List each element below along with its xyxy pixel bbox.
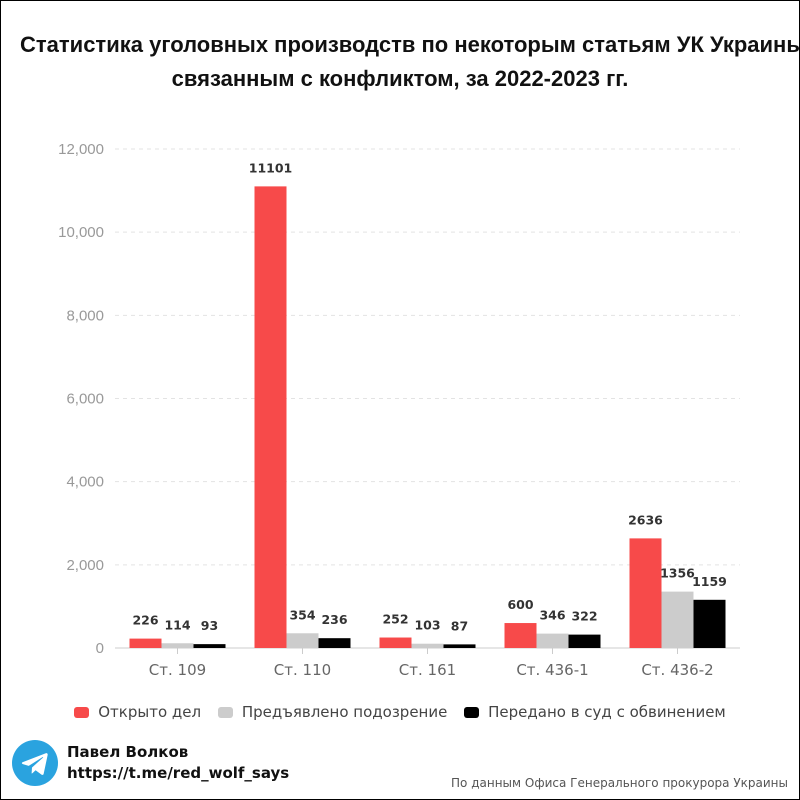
x-tick-label: Ст. 110 — [274, 661, 331, 679]
y-tick-label: 12,000 — [58, 141, 104, 158]
bar — [161, 643, 194, 648]
chart-title-line-1: Статистика уголовных производств по неко… — [20, 32, 800, 57]
bar — [629, 538, 662, 648]
y-tick-label: 10,000 — [58, 224, 104, 241]
x-tick-label: Ст. 109 — [149, 661, 206, 679]
telegram-icon — [12, 740, 58, 786]
bar — [536, 633, 569, 648]
data-label: 252 — [382, 612, 408, 627]
bar — [661, 591, 694, 648]
data-label: 354 — [289, 607, 315, 622]
author-name: Павел Волков — [67, 743, 189, 761]
data-label: 1356 — [660, 566, 695, 581]
data-label: 600 — [507, 597, 533, 612]
chart-title: Статистика уголовных производств по неко… — [20, 28, 800, 96]
data-label: 103 — [414, 618, 440, 633]
data-label: 114 — [164, 617, 190, 632]
data-label: 236 — [321, 612, 347, 627]
y-tick-label: 8,000 — [66, 307, 104, 324]
bar — [254, 186, 287, 648]
x-tick-label: Ст. 161 — [399, 661, 456, 679]
y-tick-label: 0 — [96, 640, 104, 657]
y-tick-label: 4,000 — [66, 474, 104, 491]
legend-item-suspicion: Предъявлено подозрение — [217, 703, 448, 721]
bar — [286, 633, 319, 648]
data-label: 226 — [132, 613, 158, 628]
bar — [504, 623, 537, 648]
bar — [568, 634, 601, 648]
data-label: 2636 — [628, 512, 663, 527]
legend-label-suspicion: Предъявлено подозрение — [241, 703, 448, 721]
data-label: 322 — [571, 609, 597, 624]
data-label: 93 — [201, 618, 218, 633]
legend-item-court: Передано в суд с обвинением — [464, 703, 726, 721]
legend-label-opened: Открыто дел — [98, 703, 202, 721]
bar — [411, 643, 444, 648]
legend: Открыто дел Предъявлено подозрение Перед… — [0, 703, 800, 722]
y-tick-label: 6,000 — [66, 391, 104, 408]
y-tick-label: 2,000 — [66, 557, 104, 574]
legend-label-court: Передано в суд с обвинением — [488, 703, 726, 721]
bar — [193, 644, 226, 648]
author-link[interactable]: https://t.me/red_wolf_says — [67, 764, 290, 782]
bar — [443, 644, 476, 648]
data-label: 87 — [451, 618, 468, 633]
author-block: Павел Волков https://t.me/red_wolf_says — [12, 740, 289, 786]
legend-item-opened: Открыто дел — [74, 703, 201, 721]
x-tick-label: Ст. 436-2 — [641, 661, 713, 679]
legend-swatch-suspicion — [217, 706, 233, 718]
legend-swatch-opened — [74, 706, 90, 718]
source-note: По данным Офиса Генерального прокурора У… — [451, 776, 788, 790]
legend-swatch-court — [464, 706, 480, 718]
data-label: 1159 — [692, 574, 727, 589]
data-label: 11101 — [249, 160, 293, 175]
chart-title-line-2: связанным с конфликтом, за 2022-2023 гг. — [171, 66, 629, 91]
bar — [379, 637, 412, 648]
data-label: 346 — [539, 608, 565, 623]
bar — [318, 638, 351, 648]
bar — [129, 638, 162, 648]
x-tick-label: Ст. 436-1 — [516, 661, 588, 679]
bar — [693, 599, 726, 648]
